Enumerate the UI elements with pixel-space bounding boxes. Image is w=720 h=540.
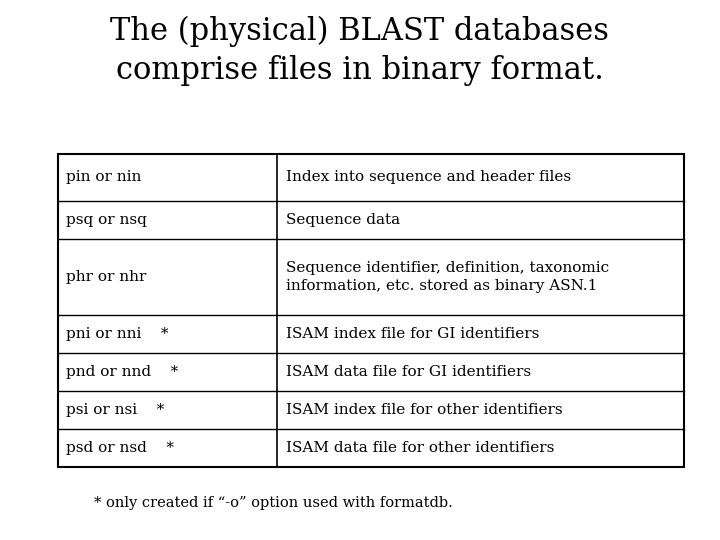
Text: psi or nsi    *: psi or nsi * xyxy=(66,403,164,417)
Text: Sequence identifier, definition, taxonomic
information, etc. stored as binary AS: Sequence identifier, definition, taxonom… xyxy=(286,261,609,293)
Text: Sequence data: Sequence data xyxy=(286,213,400,227)
Text: pnd or nnd    *: pnd or nnd * xyxy=(66,365,179,379)
Text: * only created if “-o” option used with formatdb.: * only created if “-o” option used with … xyxy=(94,496,452,510)
Text: ISAM data file for GI identifiers: ISAM data file for GI identifiers xyxy=(286,365,531,379)
Text: ISAM index file for other identifiers: ISAM index file for other identifiers xyxy=(286,403,562,417)
Text: ISAM data file for other identifiers: ISAM data file for other identifiers xyxy=(286,441,554,455)
Text: pin or nin: pin or nin xyxy=(66,171,142,184)
Text: The (physical) BLAST databases
comprise files in binary format.: The (physical) BLAST databases comprise … xyxy=(110,16,610,86)
Text: Index into sequence and header files: Index into sequence and header files xyxy=(286,171,571,184)
Text: ISAM index file for GI identifiers: ISAM index file for GI identifiers xyxy=(286,327,539,341)
Text: pni or nni    *: pni or nni * xyxy=(66,327,168,341)
Text: psq or nsq: psq or nsq xyxy=(66,213,147,227)
Text: psd or nsd    *: psd or nsd * xyxy=(66,441,174,455)
Text: phr or nhr: phr or nhr xyxy=(66,270,147,284)
Bar xyxy=(58,154,684,467)
